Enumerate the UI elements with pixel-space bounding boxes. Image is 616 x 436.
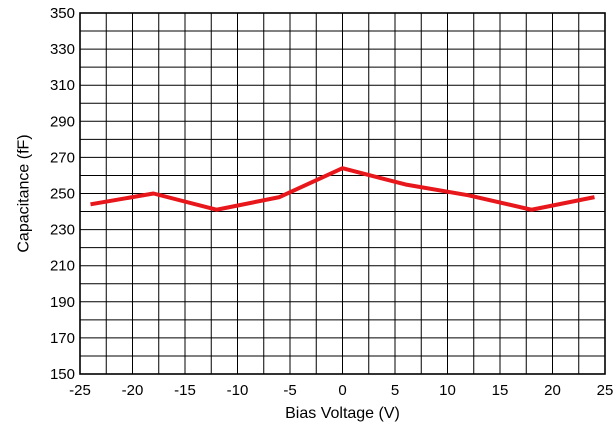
series-layer [90, 166, 595, 212]
plot-area-frame [79, 12, 606, 375]
y-tick-label: 190 [50, 294, 75, 311]
x-tick-label: 0 [338, 382, 346, 399]
x-tick-label: 25 [597, 382, 614, 399]
y-axis-title: Capacitance (fF) [16, 134, 33, 252]
y-tick-label: 170 [50, 330, 75, 347]
y-tick-label: 330 [50, 41, 75, 58]
y-tick-label: 150 [50, 366, 75, 383]
x-axis-ticks: -25 -20 -15 -10 -5 0 5 10 15 20 25 [69, 382, 613, 399]
y-tick-label: 310 [50, 77, 75, 94]
x-tick-label: 15 [492, 382, 509, 399]
grid-lines [80, 13, 605, 374]
y-tick-label: 250 [50, 186, 75, 203]
y-tick-label: 290 [50, 113, 75, 130]
y-tick-label: 270 [50, 149, 75, 166]
x-tick-label: 20 [544, 382, 561, 399]
y-tick-label: 210 [50, 258, 75, 275]
x-tick-label: -5 [283, 382, 296, 399]
y-axis-ticks: 150 170 190 210 230 250 270 290 310 330 350 [50, 5, 75, 383]
y-tick-label: 230 [50, 222, 75, 239]
x-tick-label: -25 [69, 382, 91, 399]
x-axis-title: Bias Voltage (V) [285, 405, 400, 422]
x-tick-label: -15 [174, 382, 196, 399]
series-line [90, 166, 595, 212]
x-tick-label: 10 [439, 382, 456, 399]
x-tick-label: -20 [122, 382, 144, 399]
x-tick-label: 5 [391, 382, 399, 399]
x-tick-label: -10 [227, 382, 249, 399]
y-tick-label: 350 [50, 5, 75, 22]
